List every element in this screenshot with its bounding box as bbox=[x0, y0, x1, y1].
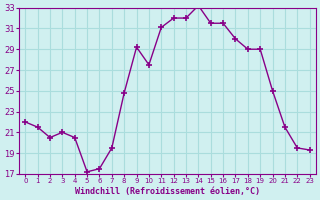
X-axis label: Windchill (Refroidissement éolien,°C): Windchill (Refroidissement éolien,°C) bbox=[75, 187, 260, 196]
